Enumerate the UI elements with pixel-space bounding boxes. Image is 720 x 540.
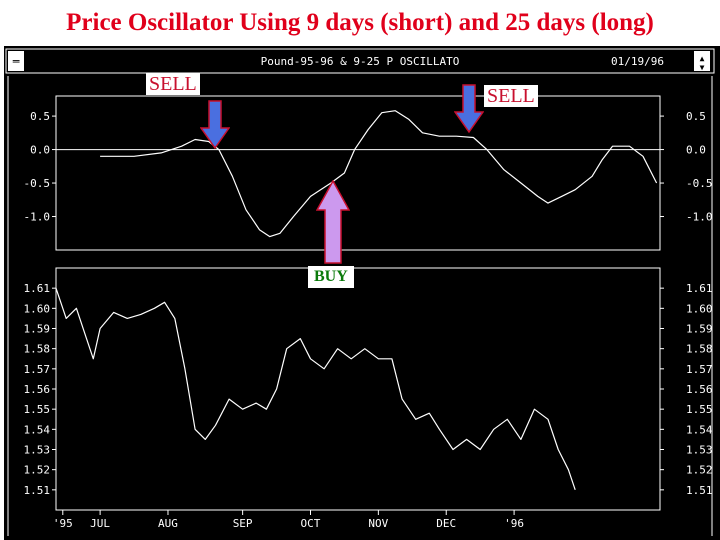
- price-y-tick-label-left: 1.59: [24, 323, 51, 336]
- price-y-tick-label-left: 1.52: [24, 464, 51, 477]
- chart-canvas: ═ Pound-95-96 & 9-25 P OSCILLATO 01/19/9…: [5, 48, 715, 536]
- price-series-line: [55, 288, 576, 490]
- sell-label-1: SELL: [146, 73, 200, 95]
- price-y-tick-label-left: 1.57: [24, 363, 51, 376]
- window-menu-icon[interactable]: ═: [12, 55, 20, 68]
- oscillator-panel: 0.5 0.5 0.0 0.0 -0.5 -0.5 -1.0 -1.0: [24, 95, 713, 251]
- price-y-tick-label-left: 1.55: [24, 403, 51, 416]
- price-y-tick-label-left: 1.53: [24, 444, 51, 457]
- price-y-tick-label-right: 1.55: [686, 403, 713, 416]
- down-arrow-icon: [454, 84, 484, 134]
- price-y-tick-label-right: 1.51: [686, 484, 713, 497]
- price-y-tick-label-left: 1.51: [24, 484, 51, 497]
- oscillator-y-tick-label-right: 0.0: [686, 144, 706, 157]
- x-tick-label: '95: [53, 517, 73, 530]
- price-y-tick-label-left: 1.58: [24, 343, 51, 356]
- x-tick-label: NOV: [368, 517, 388, 530]
- buy-label: BUY: [308, 266, 354, 288]
- x-tick-label: '96: [504, 517, 524, 530]
- window-date: 01/19/96: [611, 55, 664, 68]
- price-panel: 1.61 1.61 1.60 1.60 1.59 1.59 1.58 1.58 1.57 1.57…: [24, 267, 713, 530]
- price-y-tick-label-left: 1.61: [24, 282, 51, 295]
- x-tick-label: DEC: [436, 517, 456, 530]
- price-y-tick-label-right: 1.57: [686, 363, 713, 376]
- scroll-up-icon[interactable]: ▲: [700, 54, 705, 63]
- price-y-tick-label-left: 1.54: [24, 423, 51, 436]
- oscillator-y-tick-label-left: -0.5: [24, 177, 51, 190]
- price-y-tick-label-right: 1.56: [686, 383, 713, 396]
- scroll-down-icon[interactable]: ▼: [700, 63, 705, 72]
- oscillator-y-tick-label-left: 0.5: [30, 110, 50, 123]
- x-tick-label: OCT: [301, 517, 321, 530]
- window-scroll-box[interactable]: [694, 51, 710, 71]
- oscillator-y-tick-label-right: 0.5: [686, 110, 706, 123]
- oscillator-y-tick-label-left: -1.0: [24, 211, 51, 224]
- price-y-tick-label-right: 1.59: [686, 323, 713, 336]
- price-y-tick-label-right: 1.52: [686, 464, 713, 477]
- price-y-tick-label-right: 1.58: [686, 343, 713, 356]
- sell-label-2: SELL: [484, 85, 538, 107]
- chart-window: ═ Pound-95-96 & 9-25 P OSCILLATO 01/19/9…: [4, 46, 720, 540]
- price-y-tick-label-right: 1.53: [686, 444, 713, 457]
- price-y-tick-label-right: 1.61: [686, 282, 713, 295]
- oscillator-frame: [55, 95, 661, 251]
- slide-title: Price Oscillator Using 9 days (short) an…: [66, 9, 654, 36]
- price-y-tick-label-right: 1.60: [686, 302, 713, 315]
- up-arrow-icon: [316, 180, 350, 264]
- down-arrow-icon: [200, 100, 230, 150]
- oscillator-y-tick-label-left: 0.0: [30, 144, 50, 157]
- price-y-tick-label-left: 1.60: [24, 302, 51, 315]
- oscillator-y-tick-label-right: -1.0: [686, 211, 713, 224]
- oscillator-y-tick-label-right: -0.5: [686, 177, 713, 190]
- window-title: Pound-95-96 & 9-25 P OSCILLATO: [261, 55, 460, 68]
- window-title-bar: [5, 48, 715, 74]
- price-y-tick-label-right: 1.54: [686, 423, 713, 436]
- oscillator-series-line: [100, 110, 658, 238]
- x-tick-label: JUL: [90, 517, 110, 530]
- x-tick-label: AUG: [158, 517, 178, 530]
- price-y-tick-label-left: 1.56: [24, 383, 51, 396]
- window-menu-box[interactable]: [8, 51, 24, 71]
- x-tick-label: SEP: [233, 517, 253, 530]
